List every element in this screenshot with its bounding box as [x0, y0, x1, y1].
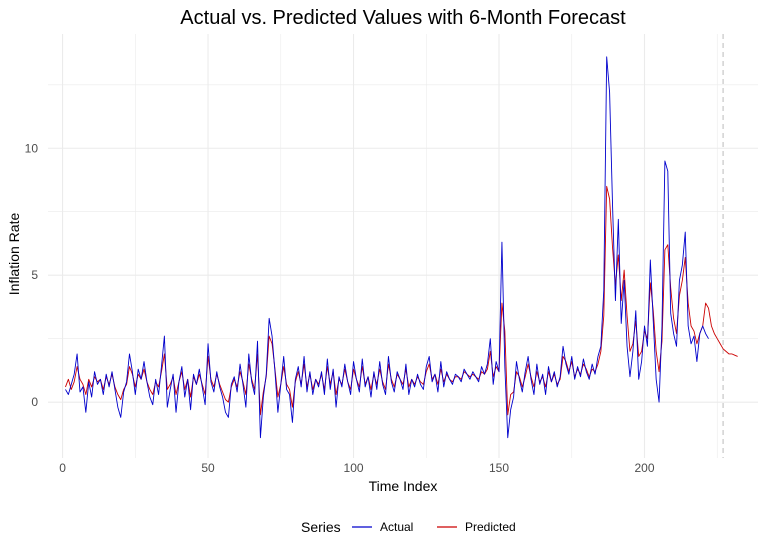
legend-label-actual: Actual	[380, 520, 413, 534]
grid-major	[48, 34, 758, 458]
legend: Series Actual Predicted	[301, 519, 516, 535]
x-tick-label: 200	[635, 461, 655, 475]
x-tick-label: 100	[344, 461, 364, 475]
y-tick-label: 0	[31, 395, 38, 409]
legend-items: Actual Predicted	[352, 520, 516, 534]
y-tick-label: 10	[25, 141, 39, 155]
legend-label-predicted: Predicted	[465, 520, 516, 534]
legend-title: Series	[301, 519, 341, 535]
x-axis-label: Time Index	[369, 478, 438, 494]
chart-title: Actual vs. Predicted Values with 6-Month…	[180, 7, 626, 29]
x-tick-label: 0	[59, 461, 66, 475]
y-tick-labels: 0 5 10	[25, 141, 39, 409]
series-group	[65, 56, 738, 439]
y-tick-label: 5	[31, 268, 38, 282]
y-axis-label: Inflation Rate	[6, 213, 22, 296]
x-tick-label: 150	[489, 461, 509, 475]
x-tick-labels: 0 50 100 150 200	[59, 461, 655, 475]
series-line-actual	[65, 56, 709, 439]
series-line-predicted	[65, 185, 738, 416]
x-tick-label: 50	[201, 461, 215, 475]
grid-minor	[48, 34, 758, 458]
